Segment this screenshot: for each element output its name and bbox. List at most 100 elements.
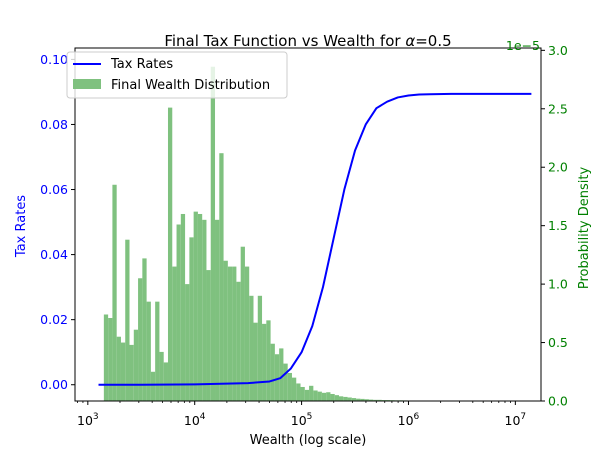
histogram-bar [321, 392, 327, 401]
left-y-tick-label: 0.04 [40, 247, 68, 262]
histogram-bar [338, 396, 344, 401]
histogram-bar [232, 266, 237, 401]
histogram-bar [368, 399, 374, 401]
histogram-bar [356, 398, 361, 401]
histogram-bar [108, 318, 113, 401]
histogram-bar [283, 363, 288, 401]
histogram-bar [287, 372, 292, 401]
right-y-tick-label: 1.5 [548, 218, 568, 233]
tax-rate-line [98, 92, 532, 386]
histogram-bar [116, 336, 121, 401]
x-tick-label: 106 [398, 412, 420, 428]
histogram-bar [142, 258, 147, 401]
legend: Tax Rates Final Wealth Distribution [66, 51, 288, 99]
right-y-tick-label: 2.0 [548, 160, 568, 175]
x-tick-label: 104 [184, 412, 206, 428]
x-tick-label: 107 [505, 412, 527, 428]
left-y-tick-label: 0.02 [40, 312, 68, 327]
histogram-bar [279, 348, 284, 401]
right-y-tick-label: 0.5 [548, 335, 568, 350]
left-y-axis-label: Tax Rates [14, 195, 29, 258]
histogram-bar [343, 396, 348, 401]
right-y-axis-ticks: 0.0 0.5 1.0 1.5 2.0 2.5 3.0 [541, 43, 568, 409]
left-y-tick-label: 0.06 [40, 182, 68, 197]
x-tick-label: 103 [77, 412, 99, 428]
histogram-bar [206, 270, 211, 401]
histogram-bar [373, 399, 378, 401]
histogram-bar [351, 398, 357, 401]
histogram-bar [197, 213, 203, 401]
legend-histogram-swatch [73, 79, 101, 89]
right-y-tick-label: 3.0 [548, 43, 568, 58]
histogram-bar [133, 329, 139, 401]
chart-title: Final Tax Function vs Wealth for α=0.5 [164, 32, 451, 50]
right-y-tick-label: 0.0 [548, 394, 568, 409]
left-y-axis-ticks: 0.00 0.02 0.04 0.06 0.08 0.10 [40, 52, 75, 392]
histogram-bar [103, 314, 109, 401]
histogram-bar [360, 398, 365, 401]
histogram-bar [300, 386, 305, 401]
histogram-bar [347, 397, 352, 401]
histogram-bar [236, 281, 241, 401]
right-y-tick-label: 2.5 [548, 101, 568, 116]
histogram-bar [138, 278, 143, 401]
histogram-bar [146, 301, 151, 401]
x-tick-label: 105 [291, 412, 313, 428]
histogram-bar [219, 153, 224, 401]
histogram-bar [313, 390, 318, 401]
legend-box [66, 51, 288, 99]
histogram-bar [180, 213, 186, 401]
histogram-bar [334, 395, 339, 401]
histogram-bar [364, 399, 369, 401]
histogram-bar [326, 392, 331, 401]
histogram-bar [189, 237, 194, 401]
x-axis-label: Wealth (log scale) [250, 433, 367, 448]
histogram-bar [257, 295, 263, 401]
histogram-bar [210, 66, 216, 401]
histogram-bar [172, 266, 177, 401]
histogram-bar [202, 219, 207, 401]
histogram-bar [112, 184, 117, 401]
histogram-bar [317, 391, 322, 401]
histogram-bar [129, 344, 134, 401]
histogram-bar [304, 389, 310, 401]
histogram-bar [274, 354, 280, 401]
histogram-bar [193, 211, 198, 401]
right-y-tick-label: 1.0 [548, 277, 568, 292]
histogram-bar [266, 320, 271, 401]
histogram-bar [270, 343, 275, 401]
histogram-bar [120, 342, 126, 401]
histogram-bar [253, 322, 258, 401]
tax-rate-series-line [98, 92, 532, 386]
histogram-bar [185, 284, 190, 401]
histogram-bar [223, 260, 228, 401]
histogram-bar [215, 219, 220, 401]
histogram-bar [155, 301, 160, 401]
histogram-bar [296, 383, 301, 401]
histogram-bar [167, 107, 173, 401]
histogram-bars [103, 66, 459, 401]
left-y-tick-label: 0.00 [40, 377, 68, 392]
histogram-bar [262, 323, 267, 401]
histogram-bar [249, 295, 254, 401]
legend-label-wealth-distribution: Final Wealth Distribution [111, 78, 270, 93]
histogram-bar [330, 393, 335, 401]
histogram-bar [163, 362, 168, 401]
right-y-axis-label: Probability Density [577, 167, 592, 290]
histogram-bar [377, 399, 382, 401]
right-axis-offset-text: 1e−5 [506, 38, 540, 53]
histogram-bar [309, 385, 314, 401]
histogram-bar [291, 377, 297, 401]
legend-label-tax-rates: Tax Rates [110, 57, 173, 72]
left-y-tick-label: 0.08 [40, 117, 68, 132]
histogram-bar [150, 371, 156, 401]
histogram-bar [176, 224, 181, 401]
plot-frame [74, 47, 542, 402]
histogram-bar [240, 246, 245, 401]
histogram-bar [125, 239, 130, 401]
x-axis-ticks: 103 104 105 106 107 [77, 401, 526, 428]
histogram-bar [244, 266, 250, 401]
histogram-bar [159, 351, 164, 401]
histogram-bar [227, 266, 233, 401]
